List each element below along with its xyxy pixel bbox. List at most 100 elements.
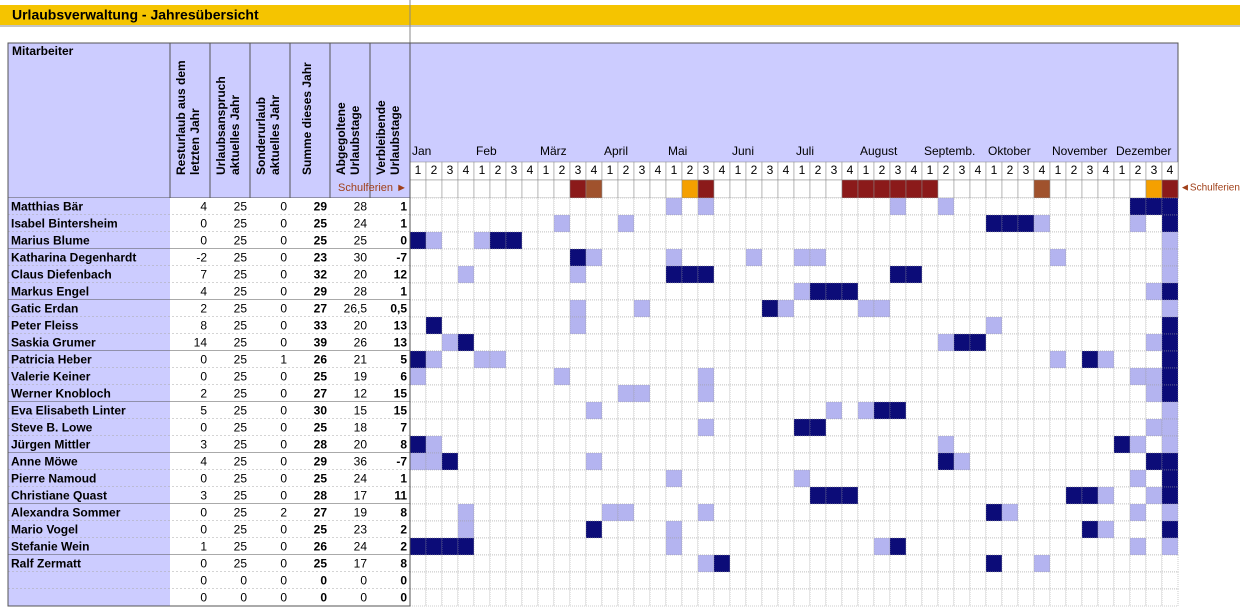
week-cell <box>537 282 555 301</box>
week-cell <box>921 520 939 539</box>
week-cell <box>489 299 507 318</box>
week-cell <box>665 265 683 284</box>
week-cell <box>985 520 1003 539</box>
week-cell <box>617 435 635 454</box>
week-cell <box>905 486 923 505</box>
week-cell <box>681 486 699 505</box>
week-cell <box>697 316 715 335</box>
week-cell <box>1129 265 1147 284</box>
week-cell <box>1049 554 1067 573</box>
week-cell <box>841 214 859 233</box>
cell-value: 13 <box>394 336 408 350</box>
week-cell <box>553 435 571 454</box>
week-cell <box>793 265 811 284</box>
holiday-cell <box>457 179 475 199</box>
week-cell <box>569 469 587 488</box>
week-cell <box>1161 367 1179 386</box>
week-cell <box>553 486 571 505</box>
week-number: 2 <box>879 163 886 177</box>
week-cell <box>729 282 747 301</box>
week-cell <box>1001 554 1019 573</box>
week-cell <box>1129 367 1147 386</box>
week-cell <box>601 588 619 607</box>
week-cell <box>873 248 891 267</box>
week-cell <box>441 299 459 318</box>
week-cell <box>793 367 811 386</box>
week-cell <box>745 469 763 488</box>
employee-name: Anne Möwe <box>11 455 78 469</box>
week-cell <box>521 248 539 267</box>
week-cell <box>505 367 523 386</box>
week-number: 1 <box>479 163 486 177</box>
week-cell <box>505 197 523 216</box>
week-cell <box>505 554 523 573</box>
holiday-label: Schulferien ► <box>338 182 407 194</box>
cell-value: 12 <box>394 268 408 282</box>
employee-name: Steve B. Lowe <box>11 421 93 435</box>
week-cell <box>441 418 459 437</box>
week-cell <box>553 520 571 539</box>
week-cell <box>617 333 635 352</box>
cell-value: 36 <box>354 455 368 469</box>
week-cell <box>425 452 443 471</box>
cell-value: 19 <box>354 370 368 384</box>
week-cell <box>1113 418 1131 437</box>
week-cell <box>793 248 811 267</box>
week-cell <box>697 554 715 573</box>
week-number: 4 <box>1103 163 1110 177</box>
week-number: 2 <box>559 163 566 177</box>
week-cell <box>569 265 587 284</box>
cell-value: 25 <box>234 523 248 537</box>
week-cell <box>601 571 619 590</box>
week-cell <box>969 554 987 573</box>
holiday-cell <box>713 179 731 199</box>
week-cell <box>1017 469 1035 488</box>
week-cell <box>489 214 507 233</box>
week-cell <box>921 571 939 590</box>
cell-value: 0 <box>400 574 407 588</box>
week-cell <box>617 554 635 573</box>
week-cell <box>537 520 555 539</box>
week-cell <box>1049 537 1067 556</box>
week-cell <box>1161 333 1179 352</box>
week-cell <box>889 265 907 284</box>
week-cell <box>569 248 587 267</box>
value-cells <box>170 198 410 215</box>
holiday-cell <box>905 179 923 199</box>
week-cell <box>505 537 523 556</box>
week-cell <box>1097 248 1115 267</box>
week-cell <box>601 282 619 301</box>
week-cell <box>857 435 875 454</box>
week-cell <box>841 486 859 505</box>
cell-value: -7 <box>396 455 407 469</box>
week-cell <box>969 350 987 369</box>
week-cell <box>617 316 635 335</box>
week-number: 2 <box>687 163 694 177</box>
week-cell <box>777 503 795 522</box>
week-cell <box>473 248 491 267</box>
week-cell <box>873 333 891 352</box>
week-cell <box>1081 231 1099 250</box>
week-cell <box>953 214 971 233</box>
holiday-cell <box>889 179 907 199</box>
cell-value: 25 <box>234 353 248 367</box>
week-cell <box>665 537 683 556</box>
cell-value: 0 <box>280 285 287 299</box>
week-cell <box>761 333 779 352</box>
week-cell <box>617 197 635 216</box>
name-cell <box>8 589 170 606</box>
week-cell <box>1129 486 1147 505</box>
month-label: Septemb. <box>924 144 975 158</box>
week-cell <box>745 248 763 267</box>
week-cell <box>665 197 683 216</box>
week-cell <box>953 554 971 573</box>
week-cell <box>633 248 651 267</box>
week-cell <box>1017 197 1035 216</box>
name-cell <box>8 504 170 521</box>
week-cell <box>1113 231 1131 250</box>
week-cell <box>1129 435 1147 454</box>
week-cell <box>617 588 635 607</box>
week-cell <box>1065 384 1083 403</box>
week-cell <box>697 248 715 267</box>
week-cell <box>409 469 427 488</box>
